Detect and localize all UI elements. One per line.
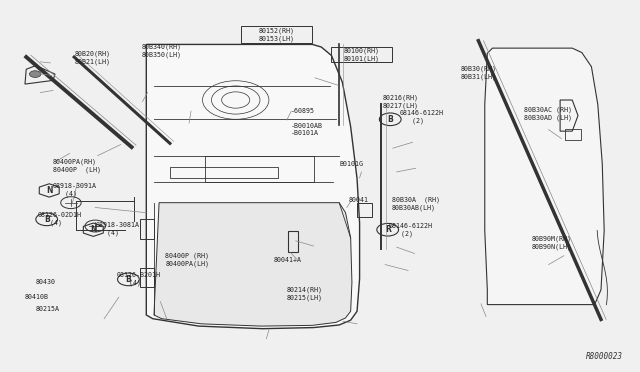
Bar xyxy=(565,129,580,140)
Polygon shape xyxy=(147,44,360,329)
Text: 80216(RH)
80217(LH): 80216(RH) 80217(LH) xyxy=(383,94,419,109)
Text: 80400PA(RH)
80400P  (LH): 80400PA(RH) 80400P (LH) xyxy=(53,158,101,173)
Text: 08126-B201H
   (4): 08126-B201H (4) xyxy=(117,272,161,286)
Bar xyxy=(357,203,372,217)
Bar xyxy=(288,231,298,251)
Circle shape xyxy=(29,71,41,77)
Text: 08126-02D1H
   (4): 08126-02D1H (4) xyxy=(38,212,82,226)
Text: 80410B: 80410B xyxy=(25,294,49,300)
Text: 80B90M(RH)
80B90N(LH): 80B90M(RH) 80B90N(LH) xyxy=(532,235,572,250)
Bar xyxy=(140,267,154,287)
Text: -B0010AB
-B0101A: -B0010AB -B0101A xyxy=(291,123,323,137)
Text: N: N xyxy=(46,186,52,195)
Text: 08146-6122H
   (2): 08146-6122H (2) xyxy=(389,223,433,237)
Text: 80430: 80430 xyxy=(36,279,56,285)
Text: R: R xyxy=(385,225,390,234)
Text: 08918-3091A
   (4): 08918-3091A (4) xyxy=(53,183,97,197)
Text: B0101G: B0101G xyxy=(339,161,363,167)
Text: 80400P (RH)
80400PA(LH): 80400P (RH) 80400PA(LH) xyxy=(166,253,209,267)
Text: 80B340(RH)
80B350(LH): 80B340(RH) 80B350(LH) xyxy=(141,44,181,58)
Text: 80B30A  (RH)
80B30AB(LH): 80B30A (RH) 80B30AB(LH) xyxy=(392,196,440,211)
Text: 80215A: 80215A xyxy=(36,306,60,312)
Text: 80041+A: 80041+A xyxy=(274,257,302,263)
Text: 80041: 80041 xyxy=(349,197,369,203)
Text: 08146-6122H
   (2): 08146-6122H (2) xyxy=(400,110,444,125)
Polygon shape xyxy=(154,203,352,326)
Bar xyxy=(140,219,154,238)
Bar xyxy=(241,26,312,43)
Text: -60895: -60895 xyxy=(291,108,316,114)
Text: 80214(RH)
80215(LH): 80214(RH) 80215(LH) xyxy=(287,286,323,301)
Polygon shape xyxy=(484,48,604,305)
Text: B: B xyxy=(387,115,393,124)
Bar xyxy=(332,47,392,62)
Text: R8000023: R8000023 xyxy=(586,352,623,361)
Text: B: B xyxy=(125,275,131,284)
Text: 80152(RH)
80153(LH): 80152(RH) 80153(LH) xyxy=(259,27,294,42)
Text: 80B20(RH)
80B21(LH): 80B20(RH) 80B21(LH) xyxy=(74,51,110,65)
Text: 80B30AC (RH)
80B30AD (LH): 80B30AC (RH) 80B30AD (LH) xyxy=(524,106,572,121)
Text: 80B30(RH)
80B31(LH): 80B30(RH) 80B31(LH) xyxy=(461,66,497,80)
Text: N: N xyxy=(90,225,97,234)
Text: 08918-3081A
   (4): 08918-3081A (4) xyxy=(95,222,140,235)
Text: B: B xyxy=(44,215,49,224)
Text: 80100(RH)
80101(LH): 80100(RH) 80101(LH) xyxy=(344,48,380,62)
